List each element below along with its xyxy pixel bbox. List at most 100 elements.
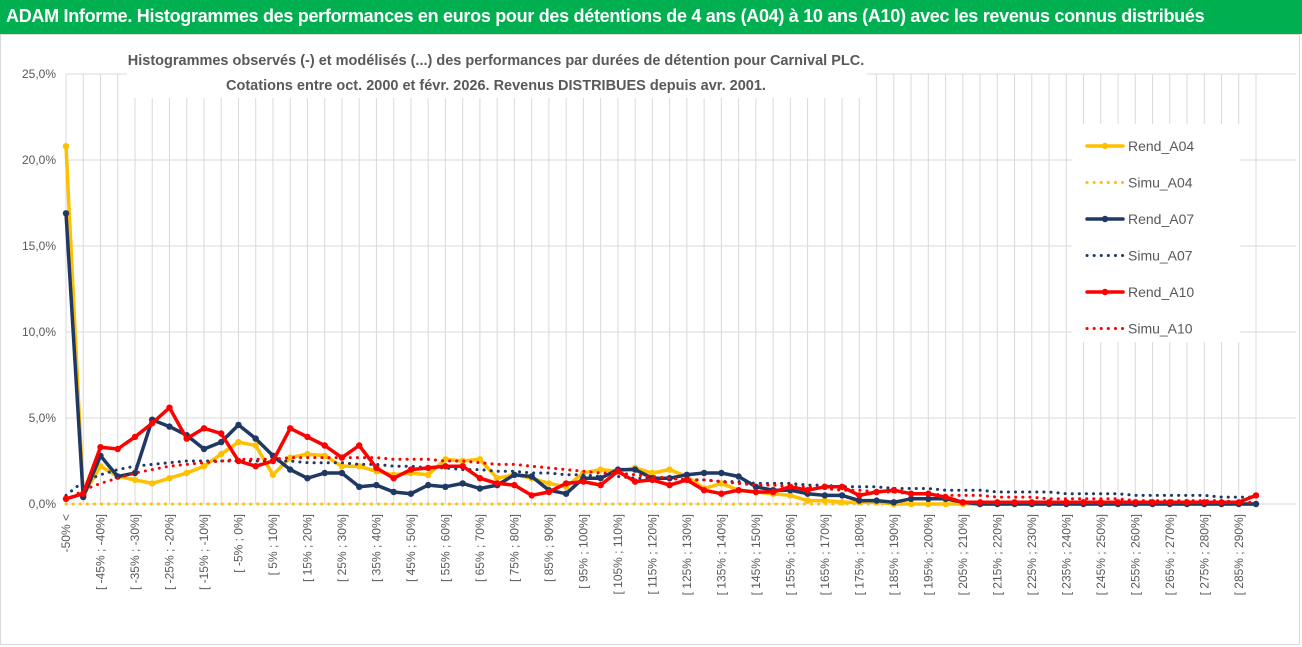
point-Rend_A07	[925, 495, 932, 502]
point-Rend_A10	[183, 435, 190, 442]
legend-marker	[1101, 288, 1109, 296]
point-Rend_A04	[166, 475, 173, 482]
y-tick-label: 5,0%	[29, 411, 57, 425]
point-Rend_A10	[959, 499, 966, 506]
series-line-Simu_A07	[64, 459, 1258, 499]
chart-frame	[0, 34, 1300, 645]
point-Rend_A10	[407, 466, 415, 473]
point-Rend_A04	[597, 466, 604, 473]
point-Rend_A10	[1114, 499, 1122, 506]
point-Rend_A07	[735, 473, 742, 480]
x-tick-label: [ 175% ; 180%]	[852, 514, 866, 595]
point-Rend_A04	[235, 438, 242, 446]
point-Rend_A10	[373, 464, 380, 472]
legend-label: Rend_A04	[1128, 138, 1194, 154]
legend-marker	[1101, 142, 1109, 150]
point-Rend_A07	[476, 485, 484, 492]
point-Rend_A10	[683, 476, 691, 484]
series-lines	[62, 143, 1260, 508]
x-tick-label: [ 235% ; 240%]	[1059, 514, 1073, 595]
point-Rend_A10	[649, 476, 656, 484]
point-Rend_A04	[545, 480, 553, 487]
point-Rend_A10	[304, 433, 311, 441]
y-axis: 0,0% 5,0% 10,0% 15,0% 20,0% 25,0%	[22, 67, 56, 511]
x-tick-label: [ 185% ; 190%]	[887, 514, 901, 595]
x-tick-label: [ 195% ; 200%]	[921, 514, 935, 595]
y-tick-label: 0,0%	[29, 497, 57, 511]
point-Rend_A10	[321, 442, 328, 449]
point-Rend_A04	[666, 466, 673, 473]
point-Rend_A10	[838, 483, 846, 490]
point-Rend_A07	[373, 481, 380, 489]
x-tick-label: [ 115% ; 120%]	[645, 514, 659, 595]
point-Rend_A07	[511, 471, 518, 478]
point-Rend_A07	[425, 481, 432, 489]
point-Rend_A10	[149, 420, 156, 427]
x-tick-label: [ -15% ; -10%]	[197, 514, 211, 590]
point-Rend_A07	[562, 490, 570, 497]
point-Rend_A04	[787, 492, 794, 499]
point-Rend_A07	[407, 490, 415, 497]
point-Rend_A10	[1063, 499, 1070, 506]
x-tick-label: [ 215% ; 220%]	[990, 514, 1004, 595]
point-Rend_A04	[149, 480, 156, 487]
point-Rend_A07	[62, 210, 70, 217]
chart-title-line1: Histogrammes observés (-) et modélisés (…	[128, 53, 864, 69]
x-tick-label: [ 85% ; 90%]	[542, 514, 556, 582]
point-Rend_A04	[269, 471, 277, 478]
point-Rend_A04	[804, 497, 811, 504]
point-Rend_A10	[994, 499, 1001, 506]
point-Rend_A04	[183, 469, 190, 477]
point-Rend_A10	[200, 425, 208, 432]
point-Rend_A04	[925, 500, 932, 508]
point-Rend_A04	[131, 476, 139, 484]
point-Rend_A10	[752, 488, 760, 496]
x-tick-label: [ 275% ; 280%]	[1197, 514, 1211, 595]
x-tick-label: [ 75% ; 80%]	[507, 514, 521, 582]
point-Rend_A10	[476, 475, 484, 482]
point-Rend_A07	[700, 469, 708, 477]
header-bar: ADAM Informe. Histogrammes des performan…	[0, 0, 1302, 34]
point-Rend_A04	[494, 475, 501, 482]
point-Rend_A10	[718, 490, 725, 497]
point-Rend_A10	[631, 478, 639, 485]
point-Rend_A07	[131, 469, 139, 477]
point-Rend_A07	[907, 495, 915, 502]
point-Rend_A10	[804, 487, 811, 494]
point-Rend_A07	[683, 471, 691, 478]
x-tick-label: [ -5% ; 0%]	[231, 514, 245, 573]
x-tick-label: [ 5% ; 10%]	[266, 514, 280, 575]
point-Rend_A04	[62, 143, 70, 150]
point-Rend_A04	[649, 469, 656, 477]
x-tick-label: [ 15% ; 20%]	[300, 514, 314, 582]
point-Rend_A07	[166, 423, 173, 430]
point-Rend_A04	[304, 450, 311, 458]
point-Rend_A04	[200, 463, 208, 470]
point-Rend_A07	[356, 483, 363, 490]
point-Rend_A10	[562, 480, 570, 487]
point-Rend_A10	[580, 478, 587, 485]
x-tick-label: [ 135% ; 140%]	[714, 514, 728, 595]
point-Rend_A10	[166, 404, 173, 411]
legend-label: Rend_A07	[1128, 211, 1194, 227]
point-Rend_A07	[597, 475, 604, 482]
series-line-Simu_A10	[64, 456, 1258, 504]
point-Rend_A07	[528, 473, 535, 480]
x-tick-label: [ 155% ; 160%]	[783, 514, 797, 595]
point-Rend_A10	[1045, 499, 1053, 506]
x-tick-label: [ 225% ; 230%]	[1025, 514, 1039, 595]
x-tick-label: [ 25% ; 30%]	[335, 514, 349, 582]
x-tick-label: [ 95% ; 100%]	[576, 514, 590, 589]
point-Rend_A10	[1252, 492, 1260, 499]
point-Rend_A10	[287, 425, 294, 432]
point-Rend_A04	[821, 497, 828, 504]
point-Rend_A04	[97, 463, 104, 470]
point-Rend_A07	[1252, 500, 1260, 508]
x-tick-label: [ 65% ; 70%]	[473, 514, 487, 582]
point-Rend_A10	[597, 481, 604, 489]
point-Rend_A04	[287, 454, 294, 461]
point-Rend_A07	[252, 435, 259, 442]
legend-background	[1072, 124, 1240, 342]
legend-marker	[1101, 215, 1109, 223]
point-Rend_A10	[62, 495, 70, 502]
